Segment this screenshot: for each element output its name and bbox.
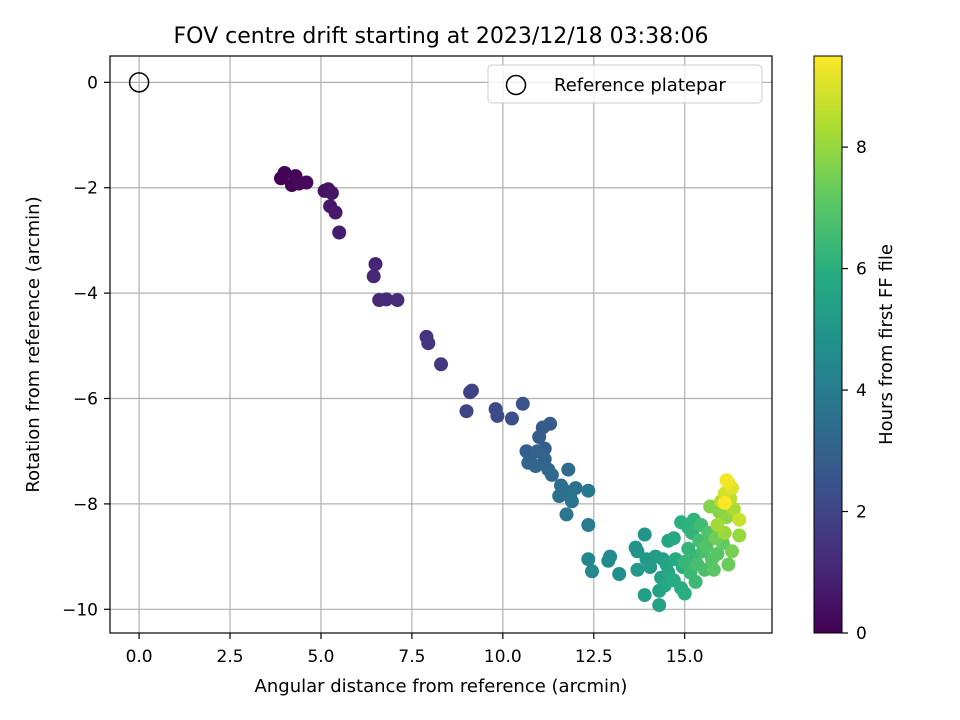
y-tick-label: 0: [87, 73, 98, 93]
data-point: [390, 293, 405, 307]
legend-marker-icon: [505, 74, 527, 96]
data-point: [643, 560, 658, 575]
chart-title: FOV centre drift starting at 2023/12/18 …: [174, 24, 709, 49]
data-point: [666, 531, 681, 546]
data-point: [368, 257, 383, 272]
data-point: [528, 459, 543, 473]
colorbar-tick-label: 2: [856, 503, 867, 523]
x-tick-label: 0.0: [126, 647, 153, 667]
legend-label: Reference platepar: [554, 75, 726, 96]
colorbar-tick-label: 8: [856, 138, 867, 158]
y-axis: 0 −2 −4 −6 −8 −10: [62, 73, 110, 620]
x-axis: 0.0 2.5 5.0 7.5 10.0 12.5 15.0: [126, 633, 704, 667]
x-tick-label: 5.0: [307, 647, 334, 667]
data-point: [601, 553, 616, 568]
data-point: [464, 383, 479, 398]
data-point: [612, 567, 627, 581]
colorbar-tick-label: 6: [856, 260, 867, 280]
x-axis-label: Angular distance from reference (arcmin): [255, 676, 628, 697]
y-tick-label: −2: [73, 179, 98, 199]
data-point: [732, 512, 747, 527]
data-point: [677, 554, 692, 569]
data-point: [721, 557, 736, 572]
legend-box: [487, 64, 763, 104]
data-point: [490, 408, 505, 423]
data-point: [630, 562, 645, 577]
data-point: [552, 489, 567, 503]
data-point: [277, 166, 292, 180]
data-point: [324, 186, 339, 200]
y-tick-label: −6: [73, 390, 98, 410]
colorbar-tick-label: 0: [856, 624, 867, 644]
y-tick-label: −8: [73, 495, 98, 515]
data-point: [568, 481, 583, 496]
data-point: [564, 494, 579, 509]
x-tick-label: 15.0: [666, 647, 704, 667]
colorbar-frame: [813, 55, 843, 634]
reference-marker-layer: [128, 72, 150, 93]
x-tick-label: 12.5: [575, 647, 613, 667]
data-point: [515, 396, 530, 411]
data-point: [532, 430, 547, 444]
x-tick-label: 10.0: [484, 647, 522, 667]
data-point: [561, 462, 576, 477]
data-point: [717, 495, 732, 510]
data-point: [543, 416, 558, 431]
data-point: [652, 598, 667, 613]
x-tick-label: 7.5: [398, 647, 425, 667]
colorbar: 0 2 4 6 8: [813, 55, 867, 644]
data-point: [637, 527, 652, 542]
colorbar-label: Hours from first FF file: [876, 244, 897, 445]
colorbar-tick-label: 4: [856, 381, 867, 401]
data-point: [544, 467, 559, 482]
data-point: [328, 205, 343, 220]
data-point: [699, 539, 714, 554]
data-point: [719, 473, 734, 488]
plot-frame: [109, 55, 773, 634]
data-point: [677, 586, 692, 601]
y-tick-label: −10: [62, 600, 98, 620]
data-point: [581, 518, 596, 532]
data-point: [581, 483, 596, 498]
x-tick-label: 2.5: [217, 647, 244, 667]
data-point: [688, 574, 703, 589]
data-point: [421, 336, 436, 351]
data-point: [585, 564, 599, 579]
data-point: [637, 588, 652, 603]
y-tick-label: −4: [73, 284, 98, 304]
data-points: [274, 166, 747, 613]
data-point: [504, 411, 519, 426]
data-point: [434, 357, 448, 372]
colorbar-ticks: 0 2 4 6 8: [842, 138, 867, 644]
data-point: [732, 528, 747, 543]
plot-grid: [110, 56, 772, 633]
y-axis-label: Rotation from reference (arcmin): [23, 196, 44, 492]
data-point: [710, 518, 725, 532]
data-point: [366, 269, 381, 284]
data-point: [630, 544, 645, 559]
data-point: [332, 225, 347, 240]
data-point: [379, 292, 394, 307]
legend: Reference platepar: [487, 64, 763, 104]
data-point: [706, 562, 721, 577]
data-point: [725, 544, 739, 559]
colorbar-gradient: [814, 56, 842, 633]
reference-platepar-marker: [128, 72, 150, 93]
data-point: [299, 175, 314, 190]
data-point: [559, 507, 574, 522]
data-point: [459, 404, 474, 419]
data-point: [581, 552, 596, 567]
data-point: [710, 547, 725, 561]
